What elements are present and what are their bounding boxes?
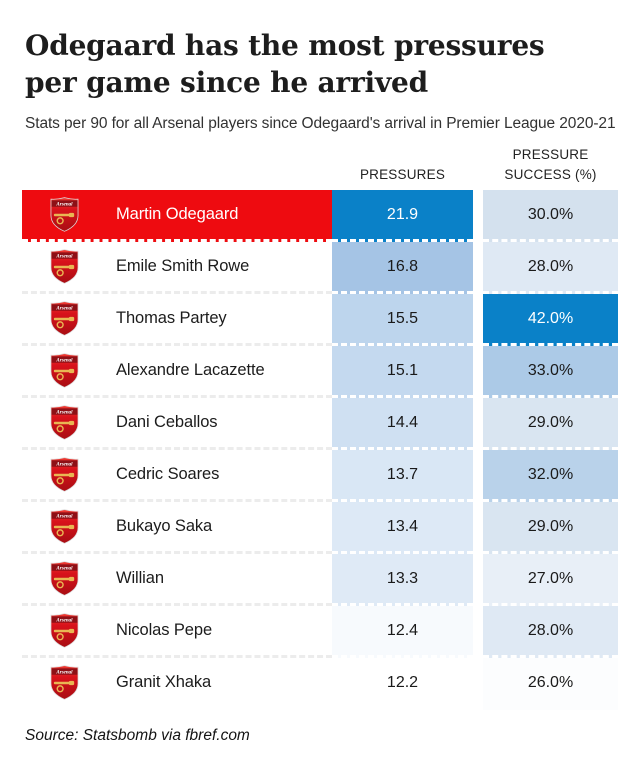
column-header-pressure-success: PRESSURE SUCCESS (%): [504, 146, 597, 183]
svg-text:Arsenal: Arsenal: [55, 255, 73, 260]
column-gutter: [473, 346, 483, 399]
table-header-row: PRESSURES PRESSURE SUCCESS (%): [22, 145, 618, 191]
column-gutter: [473, 242, 483, 295]
player-name: Willian: [116, 569, 164, 588]
arsenal-crest-icon: Arsenal: [50, 249, 79, 285]
svg-text:Arsenal: Arsenal: [55, 203, 73, 208]
arsenal-crest-icon: Arsenal: [50, 613, 79, 649]
pressures-cell: 12.4: [332, 606, 473, 659]
source-note: Source: Statsbomb via fbref.com: [25, 727, 250, 745]
arsenal-crest-icon: Arsenal: [50, 301, 79, 337]
column-gutter: [473, 450, 483, 503]
table-row: Arsenal Alexandre Lacazette 15.1 33.0%: [22, 346, 618, 399]
success-cell: 28.0%: [483, 606, 618, 659]
column-gutter: [473, 190, 483, 243]
arsenal-crest-icon: Arsenal: [50, 561, 79, 597]
player-cell: Arsenal Dani Ceballos: [22, 398, 332, 451]
success-cell: 32.0%: [483, 450, 618, 503]
pressures-cell: 13.4: [332, 502, 473, 555]
player-name: Dani Ceballos: [116, 413, 218, 432]
chart-title: Odegaard has the most pressures per game…: [25, 29, 545, 99]
success-cell: 29.0%: [483, 398, 618, 451]
player-cell: Arsenal Bukayo Saka: [22, 502, 332, 555]
player-name: Cedric Soares: [116, 465, 220, 484]
player-name: Nicolas Pepe: [116, 621, 213, 640]
pressures-cell: 12.2: [332, 658, 473, 711]
table-row: Arsenal Dani Ceballos 14.4 29.0%: [22, 398, 618, 451]
player-cell: Arsenal Granit Xhaka: [22, 658, 332, 711]
success-cell: 27.0%: [483, 554, 618, 607]
success-cell: 29.0%: [483, 502, 618, 555]
table-row: Arsenal Willian 13.3 27.0%: [22, 554, 618, 607]
player-cell: Arsenal Nicolas Pepe: [22, 606, 332, 659]
chart-subtitle: Stats per 90 for all Arsenal players sin…: [25, 114, 616, 132]
svg-text:Arsenal: Arsenal: [55, 359, 73, 364]
svg-text:Arsenal: Arsenal: [55, 671, 73, 676]
success-cell: 26.0%: [483, 658, 618, 711]
pressures-cell: 15.5: [332, 294, 473, 347]
stats-table: Arsenal Martin Odegaard 21.9 30.0% Arsen…: [22, 190, 618, 711]
pressures-cell: 21.9: [332, 190, 473, 243]
success-cell: 28.0%: [483, 242, 618, 295]
pressures-cell: 13.7: [332, 450, 473, 503]
arsenal-crest-icon: Arsenal: [50, 457, 79, 493]
arsenal-crest-icon: Arsenal: [50, 509, 79, 545]
player-name: Thomas Partey: [116, 309, 227, 328]
arsenal-crest-icon: Arsenal: [50, 353, 79, 389]
svg-text:Arsenal: Arsenal: [55, 567, 73, 572]
arsenal-crest-icon: Arsenal: [50, 405, 79, 441]
svg-text:Arsenal: Arsenal: [55, 619, 73, 624]
player-name: Bukayo Saka: [116, 517, 213, 536]
column-gutter: [473, 294, 483, 347]
player-name: Alexandre Lacazette: [116, 361, 265, 380]
arsenal-crest-icon: Arsenal: [50, 665, 79, 701]
table-row: Arsenal Nicolas Pepe 12.4 28.0%: [22, 606, 618, 659]
player-cell: Arsenal Martin Odegaard: [22, 190, 332, 243]
player-cell: Arsenal Alexandre Lacazette: [22, 346, 332, 399]
pressures-cell: 14.4: [332, 398, 473, 451]
svg-text:Arsenal: Arsenal: [55, 411, 73, 416]
table-row: Arsenal Martin Odegaard 21.9 30.0%: [22, 190, 618, 243]
table-row: Arsenal Emile Smith Rowe 16.8 28.0%: [22, 242, 618, 295]
infographic-page: Odegaard has the most pressures per game…: [0, 28, 640, 745]
column-gutter: [473, 606, 483, 659]
success-cell: 33.0%: [483, 346, 618, 399]
pressures-cell: 16.8: [332, 242, 473, 295]
svg-text:Arsenal: Arsenal: [55, 307, 73, 312]
player-cell: Arsenal Emile Smith Rowe: [22, 242, 332, 295]
column-gutter: [473, 398, 483, 451]
player-cell: Arsenal Willian: [22, 554, 332, 607]
column-header-pressures: PRESSURES: [359, 167, 446, 183]
svg-text:Arsenal: Arsenal: [55, 463, 73, 468]
column-gutter: [473, 502, 483, 555]
table-row: Arsenal Bukayo Saka 13.4 29.0%: [22, 502, 618, 555]
player-cell: Arsenal Cedric Soares: [22, 450, 332, 503]
pressures-cell: 15.1: [332, 346, 473, 399]
player-name: Martin Odegaard: [116, 205, 239, 224]
svg-text:Arsenal: Arsenal: [55, 515, 73, 520]
table-row: Arsenal Thomas Partey 15.5 42.0%: [22, 294, 618, 347]
success-cell: 30.0%: [483, 190, 618, 243]
column-gutter: [473, 554, 483, 607]
column-gutter: [473, 658, 483, 711]
player-name: Granit Xhaka: [116, 673, 212, 692]
table-row: Arsenal Cedric Soares 13.7 32.0%: [22, 450, 618, 503]
table-row: Arsenal Granit Xhaka 12.2 26.0%: [22, 658, 618, 711]
player-name: Emile Smith Rowe: [116, 257, 250, 276]
player-cell: Arsenal Thomas Partey: [22, 294, 332, 347]
arsenal-crest-icon: Arsenal: [50, 197, 79, 233]
success-cell: 42.0%: [483, 294, 618, 347]
pressures-cell: 13.3: [332, 554, 473, 607]
